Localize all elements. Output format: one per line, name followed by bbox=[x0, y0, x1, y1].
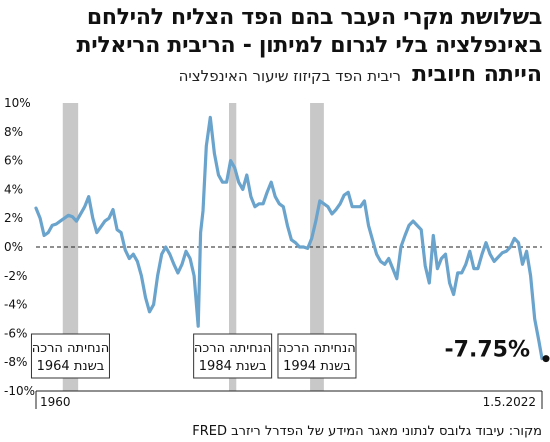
y-tick-label: -8% bbox=[4, 355, 27, 369]
chart-subtitle: ריבית הפד בקיזוז שיעור האינפלציה bbox=[178, 67, 401, 85]
y-tick-label: 0% bbox=[4, 240, 23, 254]
y-tick-label: 8% bbox=[4, 125, 23, 139]
period-label-line-2: בשנת 1964 bbox=[37, 359, 105, 374]
y-tick-label: -10% bbox=[4, 384, 35, 398]
headline-line-2: באינפלציה בלי לגרום למיתון - הריבית הריא… bbox=[76, 33, 542, 58]
final-value-label: -7.75% bbox=[445, 338, 530, 363]
period-label-line-1: הנחיתה הרכה bbox=[32, 341, 109, 356]
period-label-box-1 bbox=[30, 333, 110, 379]
series-line-1 bbox=[34, 115, 544, 361]
final-value-dot bbox=[542, 355, 550, 363]
y-tick-label: 4% bbox=[4, 182, 23, 196]
y-tick-label: -2% bbox=[4, 269, 27, 283]
y-tick-label: 2% bbox=[4, 211, 23, 225]
headline: בשלושת מקרי העבר בהם הפד הצליח להילחם בא… bbox=[2, 4, 542, 60]
headline-line-1: בשלושת מקרי העבר בהם הפד הצליח להילחם bbox=[86, 5, 542, 30]
headline-line-3-bold: הייתה חיובית bbox=[412, 62, 542, 87]
series-group bbox=[34, 115, 544, 361]
period-label-line-2: בשנת 1994 bbox=[283, 359, 351, 374]
period-label-line-2: בשנת 1984 bbox=[199, 359, 267, 374]
y-tick-label: -6% bbox=[4, 326, 27, 340]
y-axis-ticks: 10% 8% 6% 4% 2% 0% -2% -4% -6% -8% -10% bbox=[4, 96, 35, 398]
period-label-box-2 bbox=[193, 333, 273, 379]
period-label-line-1: הנחיתה הרכה bbox=[194, 341, 271, 356]
period-label-line-1: הנחיתה הרכה bbox=[278, 341, 355, 356]
source-note: מקור: עיבוד גלובס לנתוני מאגר המידע של ה… bbox=[192, 424, 542, 439]
shaded-period-1 bbox=[62, 103, 79, 391]
period-label-boxes: הנחיתה הרכה בשנת 1964 הנחיתה הרכה בשנת 1984… bbox=[30, 333, 357, 379]
y-tick-label: 6% bbox=[4, 154, 23, 168]
y-tick-label: -4% bbox=[4, 298, 27, 312]
period-label-box-3 bbox=[277, 333, 357, 379]
x-label-start: 1960 bbox=[40, 395, 71, 409]
y-tick-label: 10% bbox=[4, 96, 31, 110]
x-label-end: 1.5.2022 bbox=[483, 395, 536, 409]
headline-line-3: הייתה חיובית ריבית הפד בקיזוז שיעור האינ… bbox=[2, 62, 542, 87]
